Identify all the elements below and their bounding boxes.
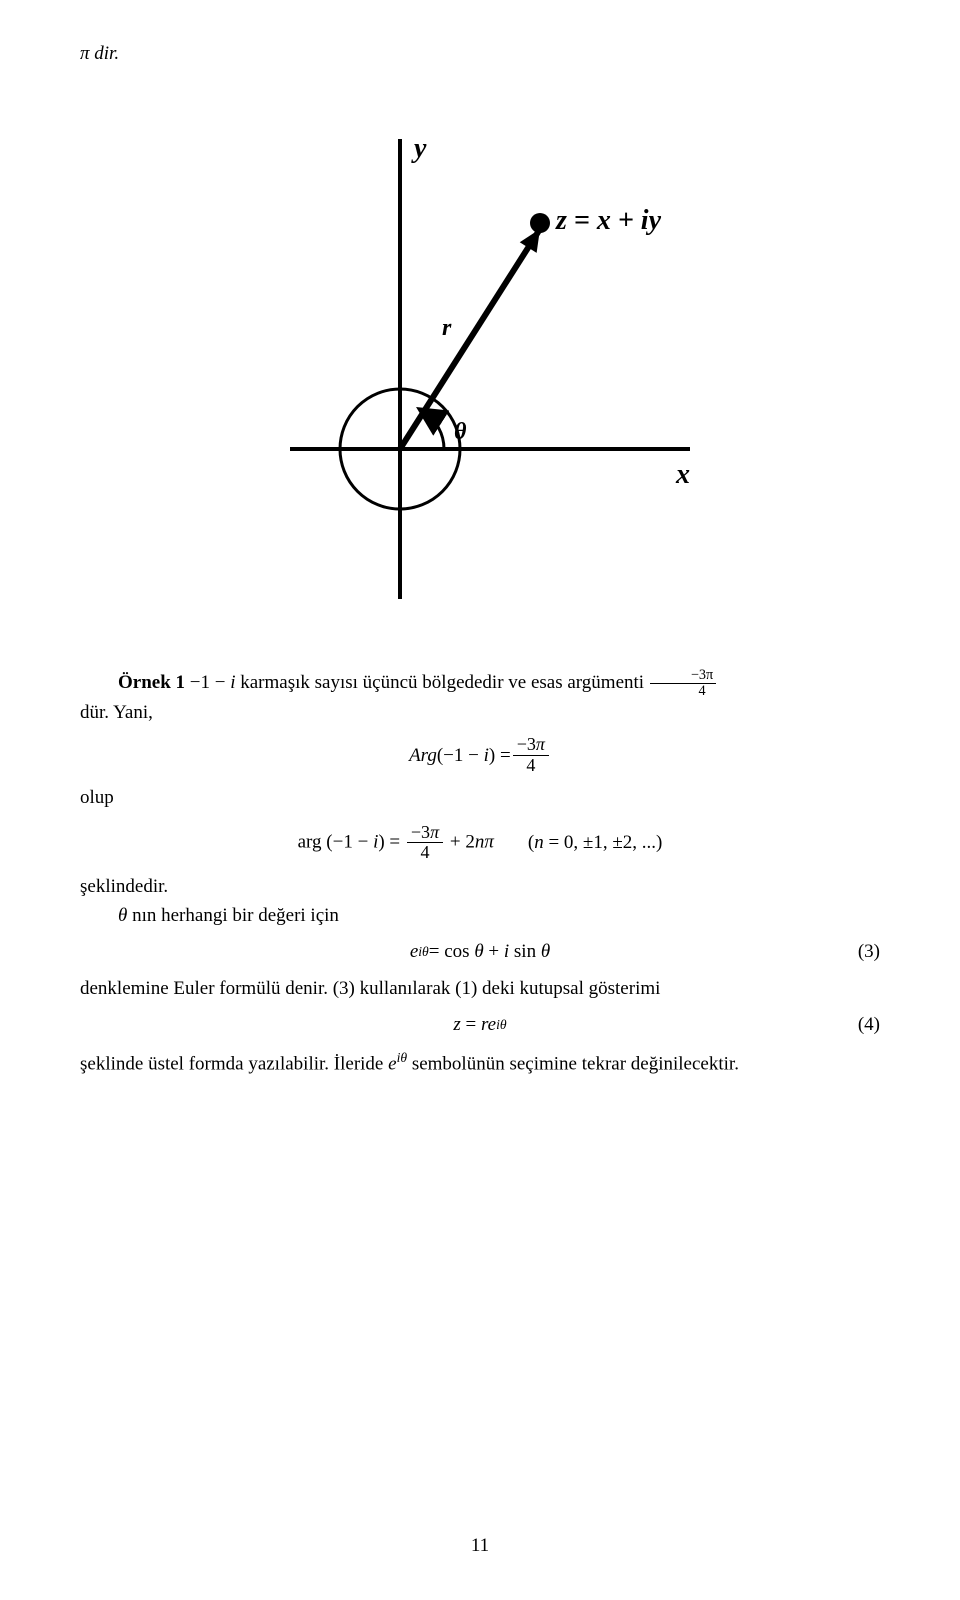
dur-yani: dür. Yani,	[80, 699, 880, 728]
frac-arg-den: 4	[657, 684, 708, 699]
eq-Arg: Arg (−1 − i) = −3π4	[80, 735, 880, 776]
seklindedir: şeklindedir.	[80, 873, 880, 902]
arg-frac-den: 4	[417, 843, 434, 863]
eq3-num: (3)	[858, 938, 880, 967]
svg-text:θ: θ	[454, 419, 467, 445]
top-line: π dir.	[80, 40, 880, 69]
top-line-text: π dir.	[80, 43, 119, 64]
eq3-body: = cos θ + i sin θ	[429, 938, 550, 967]
eq4-body: z = re	[453, 1011, 496, 1040]
complex-plane-diagram: y x r θ z = x + iy	[250, 99, 710, 619]
eq4: z = reiθ (4)	[80, 1011, 880, 1040]
svg-text:r: r	[442, 315, 452, 341]
Arg-frac-den: 4	[522, 756, 539, 776]
arg-frac: −3π4	[407, 823, 443, 864]
diagram-container: y x r θ z = x + iy	[80, 99, 880, 629]
arg-lhs: arg (−1 − i) = −3π4 + 2nπ	[298, 823, 494, 864]
Arg-arg: (−1 − i) =	[437, 742, 511, 771]
example-text-1: −1 −	[185, 672, 230, 693]
Arg-frac-num: −3π	[513, 735, 549, 756]
last-sup: iθ	[397, 1050, 408, 1065]
eq3-e: e	[410, 938, 418, 967]
example-label: Örnek 1	[118, 672, 185, 693]
example-paragraph: Örnek 1 −1 − i karmaşık sayısı üçüncü bö…	[80, 668, 880, 699]
Arg-frac: −3π4	[513, 735, 549, 776]
arg-frac-num: −3π	[407, 823, 443, 844]
last-after: sembolünün seçimine tekrar değinilecekti…	[407, 1053, 739, 1074]
example-text-2: karmaşık sayısı üçüncü bölgededir ve esa…	[236, 672, 649, 693]
svg-text:y: y	[411, 133, 427, 164]
eq-arg-line: arg (−1 − i) = −3π4 + 2nπ (n = 0, ±1, ±2…	[80, 823, 880, 864]
olup: olup	[80, 784, 880, 813]
arg-func: arg	[298, 831, 322, 852]
arg-cond: (n = 0, ±1, ±2, ...)	[528, 829, 662, 858]
eq3-sup: iθ	[418, 942, 429, 963]
last-line: şeklinde üstel formda yazılabilir. İleri…	[80, 1048, 880, 1079]
svg-text:x: x	[675, 459, 690, 490]
svg-text:z = x + iy: z = x + iy	[555, 205, 662, 236]
frac-arg-num: −3π	[650, 668, 716, 684]
last-e: e	[388, 1053, 396, 1074]
euler-line: denklemine Euler formülü denir. (3) kull…	[80, 975, 880, 1004]
theta-line: θ nın herhangi bir değeri için	[80, 902, 880, 931]
Arg-func: Arg	[409, 742, 437, 771]
last-before: şeklinde üstel formda yazılabilir. İleri…	[80, 1053, 388, 1074]
page-number: 11	[0, 1532, 960, 1561]
eq4-sup: iθ	[496, 1015, 507, 1036]
eq4-num: (4)	[858, 1011, 880, 1040]
eq3: eiθ = cos θ + i sin θ (3)	[80, 938, 880, 967]
frac-arg: −3π4	[650, 668, 716, 699]
